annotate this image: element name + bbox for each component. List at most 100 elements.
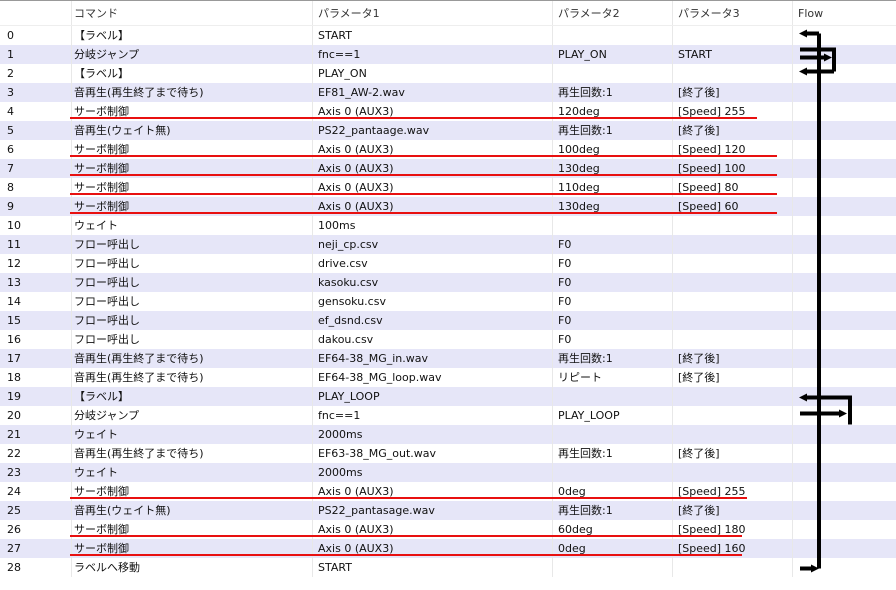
param1-cell[interactable]: drive.csv <box>313 254 553 273</box>
row-index[interactable]: 1 <box>0 45 72 64</box>
param1-cell[interactable]: PS22_pantaage.wav <box>313 121 553 140</box>
param1-cell[interactable]: Axis 0 (AUX3) <box>313 159 553 178</box>
table-row[interactable]: 9 サーボ制御 Axis 0 (AUX3) 130deg [Speed] 60 <box>0 197 896 216</box>
table-row[interactable]: 8 サーボ制御 Axis 0 (AUX3) 110deg [Speed] 80 <box>0 178 896 197</box>
param1-cell[interactable]: dakou.csv <box>313 330 553 349</box>
table-row[interactable]: 10 ウェイト 100ms <box>0 216 896 235</box>
param2-cell[interactable] <box>553 425 673 444</box>
flow-cell[interactable] <box>793 159 896 178</box>
param3-cell[interactable]: [終了後] <box>673 83 793 102</box>
row-index[interactable]: 27 <box>0 539 72 558</box>
row-index[interactable]: 16 <box>0 330 72 349</box>
param3-cell[interactable] <box>673 64 793 83</box>
param3-cell[interactable] <box>673 558 793 577</box>
flow-cell[interactable] <box>793 216 896 235</box>
command-cell[interactable]: サーボ制御 <box>72 159 313 178</box>
flow-cell[interactable] <box>793 197 896 216</box>
command-cell[interactable]: フロー呼出し <box>72 311 313 330</box>
table-row[interactable]: 4 サーボ制御 Axis 0 (AUX3) 120deg [Speed] 255 <box>0 102 896 121</box>
flow-cell[interactable] <box>793 83 896 102</box>
command-cell[interactable]: サーボ制御 <box>72 520 313 539</box>
param2-cell[interactable]: 再生回数:1 <box>553 121 673 140</box>
header-param3[interactable]: パラメータ3 <box>673 1 793 25</box>
flow-cell[interactable] <box>793 254 896 273</box>
flow-cell[interactable] <box>793 140 896 159</box>
table-row[interactable]: 6 サーボ制御 Axis 0 (AUX3) 100deg [Speed] 120 <box>0 140 896 159</box>
flow-cell[interactable] <box>793 520 896 539</box>
param2-cell[interactable]: 再生回数:1 <box>553 349 673 368</box>
table-row[interactable]: 14 フロー呼出し gensoku.csv F0 <box>0 292 896 311</box>
table-row[interactable]: 15 フロー呼出し ef_dsnd.csv F0 <box>0 311 896 330</box>
param1-cell[interactable]: kasoku.csv <box>313 273 553 292</box>
param3-cell[interactable] <box>673 235 793 254</box>
row-index[interactable]: 19 <box>0 387 72 406</box>
param3-cell[interactable]: [Speed] 120 <box>673 140 793 159</box>
command-cell[interactable]: 分岐ジャンプ <box>72 45 313 64</box>
param1-cell[interactable]: 100ms <box>313 216 553 235</box>
param2-cell[interactable]: 120deg <box>553 102 673 121</box>
flow-cell[interactable] <box>793 178 896 197</box>
flow-cell[interactable] <box>793 273 896 292</box>
row-index[interactable]: 2 <box>0 64 72 83</box>
flow-cell[interactable] <box>793 482 896 501</box>
table-row[interactable]: 22 音再生(再生終了まで待ち) EF63-38_MG_out.wav 再生回数:1[… <box>0 444 896 463</box>
param1-cell[interactable]: fnc==1 <box>313 45 553 64</box>
row-index[interactable]: 4 <box>0 102 72 121</box>
param2-cell[interactable]: 0deg <box>553 482 673 501</box>
param1-cell[interactable]: EF64-38_MG_loop.wav <box>313 368 553 387</box>
command-cell[interactable]: フロー呼出し <box>72 292 313 311</box>
param2-cell[interactable]: F0 <box>553 292 673 311</box>
param1-cell[interactable]: Axis 0 (AUX3) <box>313 520 553 539</box>
command-cell[interactable]: ウェイト <box>72 216 313 235</box>
row-index[interactable]: 15 <box>0 311 72 330</box>
command-cell[interactable]: サーボ制御 <box>72 539 313 558</box>
param1-cell[interactable]: EF63-38_MG_out.wav <box>313 444 553 463</box>
param1-cell[interactable]: 2000ms <box>313 425 553 444</box>
row-index[interactable]: 14 <box>0 292 72 311</box>
row-index[interactable]: 13 <box>0 273 72 292</box>
row-index[interactable]: 24 <box>0 482 72 501</box>
param2-cell[interactable]: F0 <box>553 235 673 254</box>
row-index[interactable]: 10 <box>0 216 72 235</box>
command-cell[interactable]: 音再生(ウェイト無) <box>72 121 313 140</box>
flow-cell[interactable] <box>793 368 896 387</box>
row-index[interactable]: 17 <box>0 349 72 368</box>
flow-cell[interactable] <box>793 425 896 444</box>
param3-cell[interactable]: [終了後] <box>673 368 793 387</box>
row-index[interactable]: 6 <box>0 140 72 159</box>
command-cell[interactable]: フロー呼出し <box>72 254 313 273</box>
param3-cell[interactable] <box>673 406 793 425</box>
table-row[interactable]: 20 分岐ジャンプ fnc==1 PLAY_LOOP <box>0 406 896 425</box>
param3-cell[interactable] <box>673 26 793 45</box>
param3-cell[interactable]: [終了後] <box>673 444 793 463</box>
param2-cell[interactable]: 再生回数:1 <box>553 444 673 463</box>
flow-cell[interactable] <box>793 26 896 45</box>
row-index[interactable]: 12 <box>0 254 72 273</box>
param2-cell[interactable]: F0 <box>553 254 673 273</box>
header-param2[interactable]: パラメータ2 <box>553 1 673 25</box>
param1-cell[interactable]: START <box>313 558 553 577</box>
command-cell[interactable]: 【ラベル】 <box>72 26 313 45</box>
row-index[interactable]: 28 <box>0 558 72 577</box>
row-index[interactable]: 22 <box>0 444 72 463</box>
param3-cell[interactable] <box>673 311 793 330</box>
table-row[interactable]: 21 ウェイト 2000ms <box>0 425 896 444</box>
row-index[interactable]: 5 <box>0 121 72 140</box>
param3-cell[interactable] <box>673 273 793 292</box>
param2-cell[interactable] <box>553 26 673 45</box>
param3-cell[interactable]: START <box>673 45 793 64</box>
command-cell[interactable]: フロー呼出し <box>72 273 313 292</box>
command-cell[interactable]: フロー呼出し <box>72 235 313 254</box>
param3-cell[interactable] <box>673 330 793 349</box>
flow-cell[interactable] <box>793 463 896 482</box>
flow-cell[interactable] <box>793 330 896 349</box>
command-cell[interactable]: サーボ制御 <box>72 178 313 197</box>
param3-cell[interactable]: [Speed] 255 <box>673 482 793 501</box>
row-index[interactable]: 25 <box>0 501 72 520</box>
command-cell[interactable]: 分岐ジャンプ <box>72 406 313 425</box>
param3-cell[interactable] <box>673 425 793 444</box>
param1-cell[interactable]: Axis 0 (AUX3) <box>313 102 553 121</box>
table-row[interactable]: 23 ウェイト 2000ms <box>0 463 896 482</box>
table-row[interactable]: 16 フロー呼出し dakou.csv F0 <box>0 330 896 349</box>
command-cell[interactable]: ラベルへ移動 <box>72 558 313 577</box>
